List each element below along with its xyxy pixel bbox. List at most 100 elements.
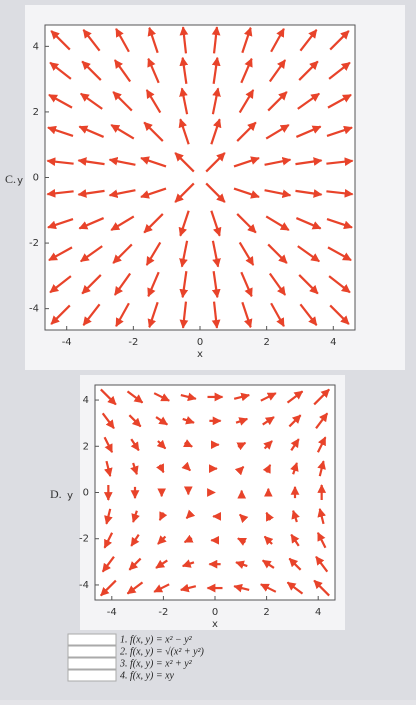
vector-arrow <box>295 217 322 230</box>
vector-arrow <box>77 189 105 198</box>
vector-arrow <box>210 210 222 237</box>
x-tick-label: 2 <box>263 337 269 348</box>
vector-arrow <box>156 439 167 450</box>
vector-arrow <box>157 535 167 545</box>
vector-arrow <box>140 187 167 199</box>
vector-arrow <box>326 188 354 198</box>
x-tick-label: 4 <box>315 607 321 618</box>
vector-arrow <box>290 462 299 475</box>
vector-arrow <box>236 441 247 451</box>
vector-arrow <box>264 189 292 199</box>
vector-arrow <box>295 157 323 166</box>
vector-arrow <box>313 579 330 597</box>
vector-arrow <box>100 579 117 597</box>
vector-arrow <box>179 240 189 268</box>
x-tick-label: 0 <box>197 337 203 348</box>
vector-arrow <box>286 581 304 595</box>
vector-arrow <box>181 461 191 472</box>
vector-arrow <box>265 215 290 231</box>
vector-arrow <box>315 412 329 429</box>
vector-arrow <box>81 274 102 295</box>
vector-arrow <box>263 535 274 546</box>
vector-arrow <box>205 182 226 203</box>
vector-arrow <box>210 118 222 145</box>
vector-arrow <box>326 218 353 230</box>
vector-arrow <box>261 559 275 569</box>
vector-arrow <box>316 436 327 453</box>
answer-box <box>67 645 117 658</box>
vector-arrow <box>270 27 285 53</box>
y-tick-label: 2 <box>83 441 89 452</box>
answer-box <box>67 633 117 646</box>
vector-arrow <box>326 157 354 167</box>
vector-arrow <box>130 462 139 476</box>
vector-arrow <box>238 241 255 266</box>
vector-arrow <box>241 26 253 54</box>
x-label: x <box>197 349 203 360</box>
y-tick-label: -2 <box>79 534 89 545</box>
vector-arrow <box>211 271 221 299</box>
vector-arrow <box>101 412 115 430</box>
vector-arrow <box>298 274 319 295</box>
vector-arrow <box>237 537 247 546</box>
x-tick-label: 0 <box>212 607 218 618</box>
y-label: y <box>17 176 23 187</box>
vector-arrow <box>183 439 193 448</box>
vector-arrow <box>143 213 164 234</box>
x-label: x <box>212 619 218 630</box>
x-tick-label: 4 <box>330 337 336 348</box>
vector-arrow <box>158 511 168 521</box>
vector-arrow <box>327 246 352 262</box>
vector-arrow <box>211 301 221 329</box>
vector-arrow <box>211 87 221 115</box>
vector-arrow <box>131 510 140 523</box>
vector-arrow <box>178 118 190 145</box>
y-tick-label: -2 <box>29 238 39 249</box>
y-tick-label: 4 <box>83 395 89 406</box>
vector-arrow <box>317 508 326 525</box>
vector-arrow <box>153 583 170 593</box>
vector-arrow <box>128 414 142 428</box>
y-tick-label: 0 <box>83 488 89 499</box>
vector-arrow <box>181 559 195 568</box>
vector-arrow <box>115 27 130 53</box>
vector-arrow <box>233 156 260 168</box>
vector-arrow <box>298 60 319 81</box>
vector-arrow <box>268 272 287 296</box>
option: 1. f(x, y) = x² − y² <box>120 634 193 645</box>
x-tick-label: -4 <box>107 607 117 618</box>
vector-arrow <box>290 533 300 547</box>
vector-arrow <box>290 438 300 451</box>
vector-arrow <box>147 271 160 298</box>
vector-arrow <box>179 301 189 329</box>
vector-arrow <box>211 26 221 54</box>
vector-arrow <box>328 275 351 294</box>
vector-arrow <box>317 460 326 477</box>
vector-arrow <box>78 217 105 230</box>
vector-arrow <box>81 60 102 81</box>
vector-arrow <box>126 581 144 595</box>
vector-arrow <box>326 125 353 137</box>
vector-arrow <box>233 187 260 199</box>
vector-arrow <box>180 392 197 402</box>
vector-arrow <box>288 414 302 428</box>
vector-arrow <box>267 91 288 112</box>
vector-arrow <box>80 245 103 263</box>
vector-arrow <box>291 509 300 523</box>
vector-arrow <box>295 125 322 138</box>
vector-arrow <box>297 92 320 110</box>
vector-arrow <box>260 392 277 402</box>
x-tick-label: -2 <box>158 607 168 618</box>
vector-arrow <box>155 559 168 569</box>
vector-arrow <box>329 30 350 51</box>
vector-arrow <box>265 124 290 140</box>
vector-arrow <box>174 182 195 203</box>
vector-arrow <box>270 302 285 328</box>
vector-arrow <box>48 93 73 109</box>
vector-arrow <box>178 210 190 237</box>
vector-arrow <box>174 152 195 173</box>
vector-arrow <box>268 59 287 83</box>
vector-arrow <box>235 560 248 569</box>
panel-label: D. <box>50 487 62 501</box>
panel-label: C. <box>5 172 16 186</box>
